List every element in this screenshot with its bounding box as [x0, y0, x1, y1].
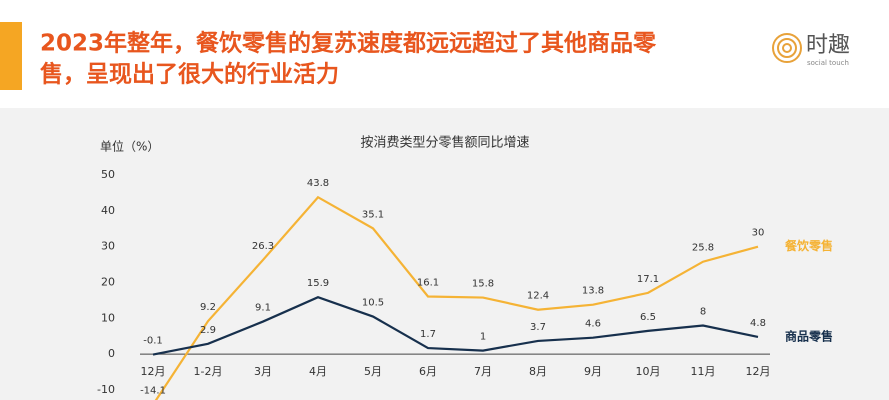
data-label: 9.2: [200, 302, 216, 313]
series-line: [152, 296, 759, 356]
data-label: 2.9: [200, 325, 216, 336]
y-label: 单位（%）: [100, 139, 159, 154]
y-tick-label: 50: [101, 168, 115, 181]
data-label: 9.1: [255, 303, 271, 314]
x-tick-label: 12月: [141, 365, 166, 378]
x-tick-label: 3月: [254, 365, 272, 378]
logo-icon: [772, 33, 802, 63]
logo: 时趣: [806, 33, 850, 58]
data-label: 17.1: [637, 274, 659, 285]
y-tick-label: 30: [101, 240, 115, 253]
data-label: 6.5: [640, 312, 656, 323]
logo-subtitle: social touch: [807, 59, 849, 67]
data-label: 4.8: [750, 318, 766, 329]
x-tick-label: 4月: [309, 365, 327, 378]
title-line: 售，呈现出了很大的行业活力: [40, 61, 339, 88]
data-label: 1.7: [420, 329, 436, 340]
data-label: 8: [700, 307, 706, 318]
data-label: 43.8: [307, 178, 329, 189]
data-label: 30: [752, 228, 765, 239]
chart-title: 按消费类型分零售额同比增速: [360, 135, 529, 151]
data-label: 35.1: [362, 209, 384, 220]
header-bg: [0, 0, 889, 108]
y-tick-label: 40: [101, 204, 115, 217]
data-label: 13.8: [582, 286, 604, 297]
x-tick-label: 11月: [691, 365, 716, 378]
data-label: 12.4: [527, 291, 549, 302]
x-tick-label: 6月: [419, 365, 437, 378]
accent-bar: [0, 22, 22, 90]
x-tick-label: 1-2月: [194, 365, 223, 378]
chart-bg: [0, 108, 889, 400]
y-tick-label: -10: [97, 383, 115, 396]
x-tick-label: 5月: [364, 365, 382, 378]
data-label: 25.8: [692, 243, 714, 254]
data-label: 15.9: [307, 278, 329, 289]
x-tick-label: 12月: [746, 365, 771, 378]
data-label: 4.6: [585, 319, 601, 330]
data-label: 26.3: [252, 241, 274, 252]
title-line: 2023年整年，餐饮零售的复苏速度都远远超过了其他商品零: [40, 30, 657, 57]
legend-label: 商品零售: [785, 328, 833, 343]
data-label: 1: [480, 332, 486, 343]
x-tick-label: 8月: [529, 365, 547, 378]
data-label: 15.8: [472, 279, 494, 290]
data-label: 16.1: [417, 277, 439, 288]
data-label: 3.7: [530, 322, 546, 333]
y-tick-label: 10: [101, 311, 115, 324]
series-line: [154, 195, 759, 400]
y-tick-label: 20: [101, 276, 115, 289]
data-label: -0.1: [143, 336, 163, 347]
data-label: 10.5: [362, 298, 384, 309]
data-label: -14.1: [140, 386, 166, 397]
x-tick-label: 10月: [636, 365, 661, 378]
x-tick-label: 7月: [474, 365, 492, 378]
x-tick-label: 9月: [584, 365, 602, 378]
legend-label: 餐饮零售: [785, 238, 833, 253]
y-tick-label: 0: [108, 347, 115, 360]
